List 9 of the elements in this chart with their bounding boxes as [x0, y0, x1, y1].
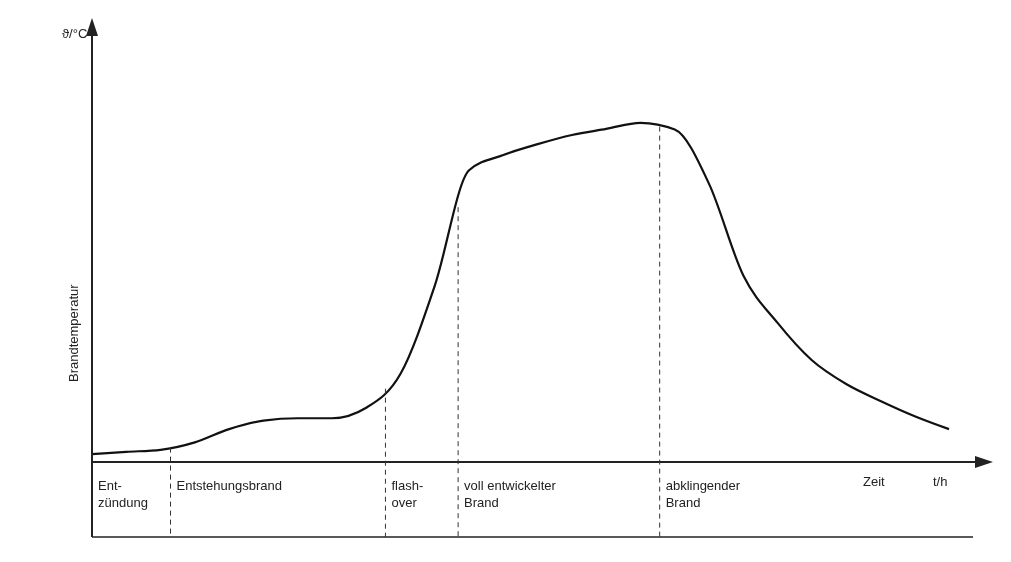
text: voll entwickelter Brand — [464, 478, 557, 510]
y-axis-title: Brandtemperatur — [66, 283, 81, 382]
x-axis-title: Zeit — [863, 474, 886, 489]
text: t/h — [933, 474, 948, 489]
text: ϑ/°C — [62, 26, 88, 41]
text: Ent- zündung — [98, 478, 148, 510]
text: Entstehungsbrand — [176, 478, 283, 493]
text: flash- over — [391, 478, 424, 510]
text: abklingender Brand — [665, 478, 741, 510]
